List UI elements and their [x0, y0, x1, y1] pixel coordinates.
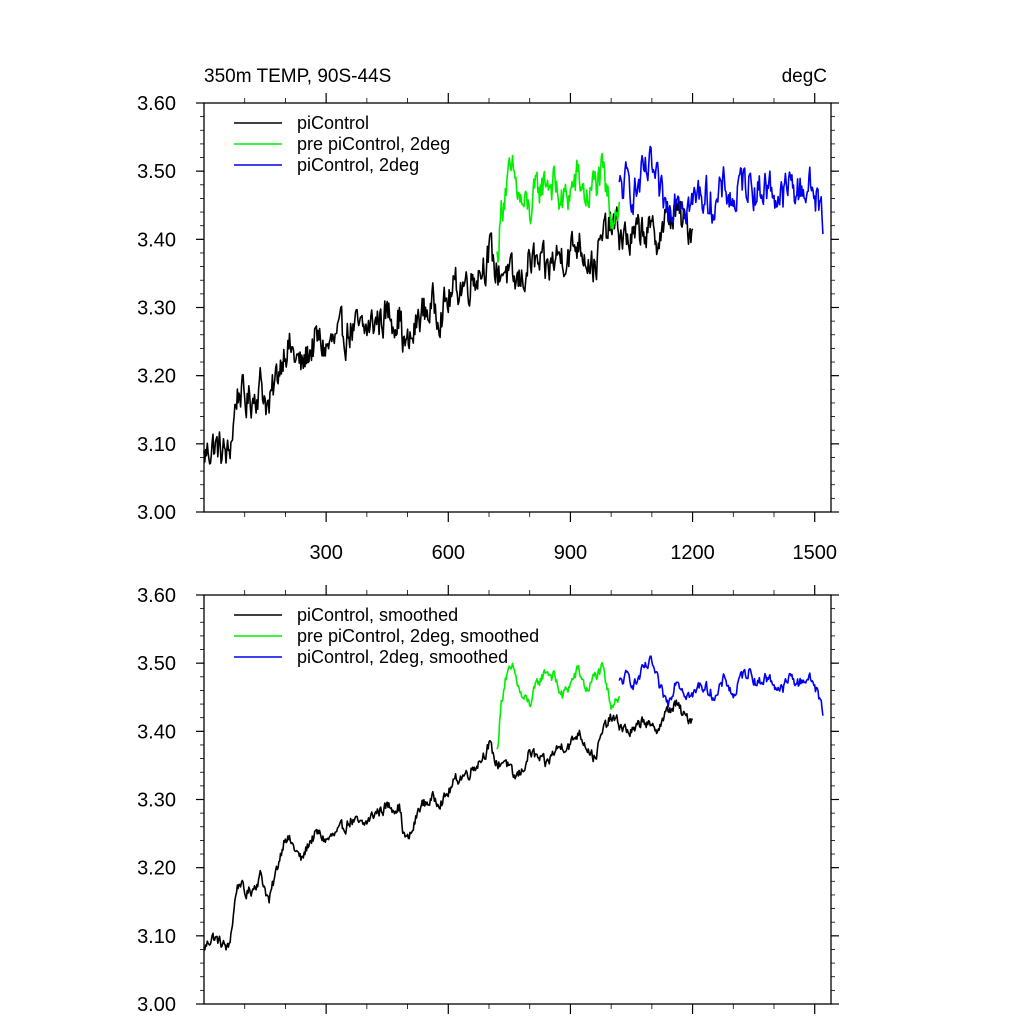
x-tick-label: 1500 [792, 542, 837, 564]
series-line-2 [618, 655, 824, 716]
legend-label: piControl, smoothed [297, 605, 458, 625]
x-tick-label: 300 [309, 542, 342, 564]
y-tick-label: 3.60 [137, 93, 176, 115]
legend-label: piControl [297, 113, 369, 133]
y-tick-label: 3.20 [137, 858, 176, 880]
y-tick-label: 3.60 [137, 585, 176, 607]
y-tick-label: 3.40 [137, 721, 176, 743]
y-tick-label: 3.40 [137, 229, 176, 251]
legend-label: piControl, 2deg, smoothed [297, 647, 508, 667]
y-tick-label: 3.30 [137, 298, 176, 320]
series-line-1 [496, 661, 621, 750]
y-tick-label: 3.10 [137, 434, 176, 456]
chart-units: degC [782, 66, 827, 87]
y-tick-label: 3.20 [137, 366, 176, 388]
y-tick-label: 3.00 [137, 994, 176, 1016]
legend-label: pre piControl, 2deg, smoothed [297, 626, 539, 646]
y-tick-label: 3.10 [137, 926, 176, 948]
x-tick-label: 600 [432, 542, 465, 564]
x-tick-label: 1200 [670, 542, 715, 564]
series-line-0 [203, 198, 694, 465]
y-tick-label: 3.50 [137, 161, 176, 183]
series-line-2 [618, 145, 824, 235]
chart-title: 350m TEMP, 90S-44S [204, 66, 391, 87]
y-tick-label: 3.30 [137, 790, 176, 812]
x-tick-label: 900 [554, 542, 587, 564]
top-panel: 350m TEMP, 90S-44S degC 3.00 3.10 3.20 3.30 3.… [137, 66, 839, 564]
bottom-panel: 3.00 3.10 3.20 3.30 3.40 3.50 3.60 piControl, s… [137, 585, 839, 1016]
y-tick-label: 3.50 [137, 653, 176, 675]
legend-label: pre piControl, 2deg [297, 134, 450, 154]
series-line-0 [203, 699, 694, 951]
legend-label: piControl, 2deg [297, 155, 419, 175]
series-line-1 [496, 152, 621, 263]
y-tick-label: 3.00 [137, 502, 176, 524]
